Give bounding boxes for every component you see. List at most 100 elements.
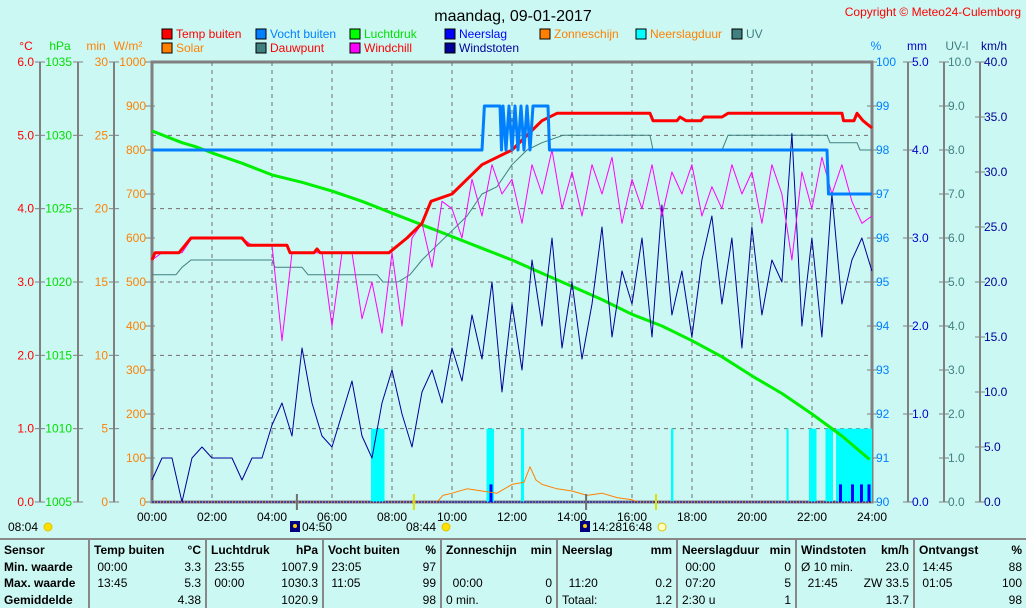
axis-tick-label: 800: [126, 143, 146, 157]
axis-unit-label: hPa: [49, 39, 71, 53]
table-row: Temp buiten °C: [94, 542, 201, 559]
table-cell: 0 min.: [446, 592, 479, 607]
table-row: [446, 559, 552, 576]
weather-chart: maandag, 09-01-2017 Copyright © Meteo24-C…: [8, 5, 1021, 534]
table-cell: 00:00: [211, 576, 245, 590]
axis-tick-label: 2.0: [17, 348, 34, 362]
table-cell: Vocht buiten: [328, 543, 400, 557]
table-cell: 100: [1001, 576, 1022, 590]
legend-swatch: [635, 28, 647, 40]
axis-tick-label: 5.0: [912, 55, 929, 69]
axis-tick-label: 25.0: [984, 220, 1008, 234]
table-row: 00:00 0: [682, 559, 791, 576]
table-row: Neerslagduur min: [682, 542, 791, 559]
axis-tick-label: 96: [876, 231, 890, 245]
x-tick-label: 20:00: [737, 510, 767, 524]
axis-tick-label: 6.0: [948, 231, 965, 245]
axis-tick-label: 5.0: [948, 275, 965, 289]
axis-unit-label: km/h: [981, 39, 1007, 53]
axis-tick-label: 2.0: [948, 407, 965, 421]
legend-swatch: [731, 28, 743, 40]
table-cell: Min. waarde: [4, 559, 73, 574]
table-cell: Luchtdruk: [211, 543, 270, 557]
table-cell: 1007.9: [281, 559, 318, 574]
axis-unit-label: °C: [19, 39, 33, 53]
table-cell: min: [530, 543, 552, 557]
series-line-vocht-buiten: [152, 104, 872, 196]
legend-label: UV: [746, 27, 763, 41]
table-cell: 5: [784, 576, 791, 590]
astro-time: 08:44: [406, 520, 436, 534]
axis-tick-label: 100: [876, 55, 896, 69]
table-row: 21:45 ZW 33.5: [801, 575, 909, 592]
axis-tick-label: 0: [101, 495, 108, 509]
axis-tick-label: 92: [876, 407, 890, 421]
table-row: 98: [919, 592, 1022, 608]
copyright-text: Copyright © Meteo24-Culemborg: [845, 5, 1021, 19]
legend-label: Neerslagduur: [650, 27, 722, 41]
bar-neerslag: [489, 484, 493, 502]
legend-swatch: [255, 42, 267, 54]
axis-tick-label: 9.0: [948, 99, 965, 113]
table-cell: 07:20: [682, 576, 716, 590]
table-column: Zonneschijn min 00:00 0 0 min. 0: [440, 540, 556, 608]
table-cell: min: [769, 543, 791, 557]
moonrise-icon-glyph: [583, 524, 587, 528]
table-row: 4.38: [94, 592, 201, 608]
sunset-icon: [657, 522, 667, 532]
legend-swatch: [349, 42, 361, 54]
axis-tick-label: 300: [126, 363, 146, 377]
table-cell: Zonneschijn: [446, 543, 517, 557]
axis-unit-label: %: [871, 39, 882, 53]
table-row: 23:05 97: [328, 559, 436, 576]
axis-tick-label: 1010: [45, 422, 72, 436]
table-cell: 0: [545, 576, 552, 590]
axis-tick-label: 1.0: [948, 451, 965, 465]
table-row: 98: [328, 592, 436, 608]
axis-tick-label: 3.0: [948, 363, 965, 377]
table-cell: km/h: [880, 543, 909, 557]
axis-tick-label: 8.0: [948, 143, 965, 157]
table-row: [562, 559, 672, 576]
axis-tick-label: 95: [876, 275, 890, 289]
table-cell: 00:00: [94, 559, 128, 574]
table-row: 0 min. 0: [446, 592, 552, 608]
astro-time: 08:04: [8, 520, 38, 534]
table-cell: 98: [1008, 592, 1022, 607]
table-cell: 0: [784, 559, 791, 574]
table-cell: Totaal:: [562, 592, 598, 607]
table-cell: 11:20: [562, 576, 598, 590]
axis-tick-label: 98: [876, 143, 890, 157]
axis-tick-label: 1.0: [17, 422, 34, 436]
axis-tick-label: 1005: [45, 495, 72, 509]
axis-tick-label: 5.0: [17, 128, 34, 142]
astro-time: 14:28: [592, 520, 622, 534]
table-row: 13:45 5.3: [94, 575, 201, 592]
axis-tick-label: 15.0: [984, 330, 1008, 344]
legend-swatch: [349, 28, 361, 40]
table-cell: %: [425, 543, 436, 557]
axis-tick-label: 15: [95, 275, 109, 289]
axis-tick-label: 500: [126, 275, 146, 289]
axis-tick-label: 700: [126, 187, 146, 201]
table-column: Temp buiten °C 00:00 3.3 13:45 5.3 4.38: [88, 540, 205, 608]
table-cell: Gemiddelde: [4, 592, 73, 607]
axis-tick-label: 94: [876, 319, 890, 333]
axis-tick-label: 2.0: [912, 319, 929, 333]
axis-tick-label: 1025: [45, 202, 72, 216]
axis-tick-label: 7.0: [948, 187, 965, 201]
axis-tick-label: 200: [126, 407, 146, 421]
table-row: 11:20 0.2: [562, 575, 672, 592]
table-cell: 23.0: [885, 559, 909, 574]
table-cell: Ontvangst: [919, 543, 979, 557]
statistics-table: Sensor Min. waarde Max. waarde Gemiddelde Te…: [0, 538, 1026, 608]
axis-tick-label: 99: [876, 99, 890, 113]
table-cell: mm: [650, 543, 672, 557]
bar-neerslagduur: [371, 428, 385, 502]
bar-neerslag: [867, 484, 871, 502]
axis-tick-label: 30.0: [984, 165, 1008, 179]
axis-tick-label: 0.0: [984, 495, 1001, 509]
axis-tick-label: 0: [139, 495, 146, 509]
legend-label: Temp buiten: [176, 27, 241, 41]
table-column: Neerslag mm 11:20 0.2 Totaal: 1.2: [556, 540, 676, 608]
